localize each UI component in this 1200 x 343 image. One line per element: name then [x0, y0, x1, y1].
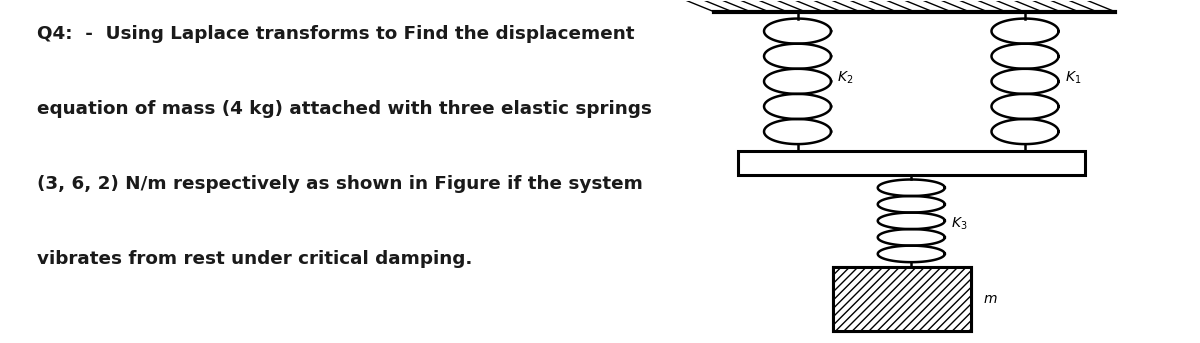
Text: (3, 6, 2) N/m respectively as shown in Figure if the system: (3, 6, 2) N/m respectively as shown in F…: [37, 175, 643, 193]
Text: $m$: $m$: [983, 292, 997, 306]
Text: $K_2$: $K_2$: [838, 70, 853, 86]
Text: vibrates from rest under critical damping.: vibrates from rest under critical dampin…: [37, 250, 473, 268]
Text: $K_1$: $K_1$: [1064, 70, 1081, 86]
Text: Q4:  -  Using Laplace transforms to Find the displacement: Q4: - Using Laplace transforms to Find t…: [37, 25, 635, 43]
Bar: [834, 267, 971, 331]
Text: equation of mass (4 kg) attached with three elastic springs: equation of mass (4 kg) attached with th…: [37, 100, 652, 118]
Text: $K_3$: $K_3$: [950, 216, 967, 233]
Bar: [738, 151, 1085, 175]
Bar: [834, 267, 971, 331]
